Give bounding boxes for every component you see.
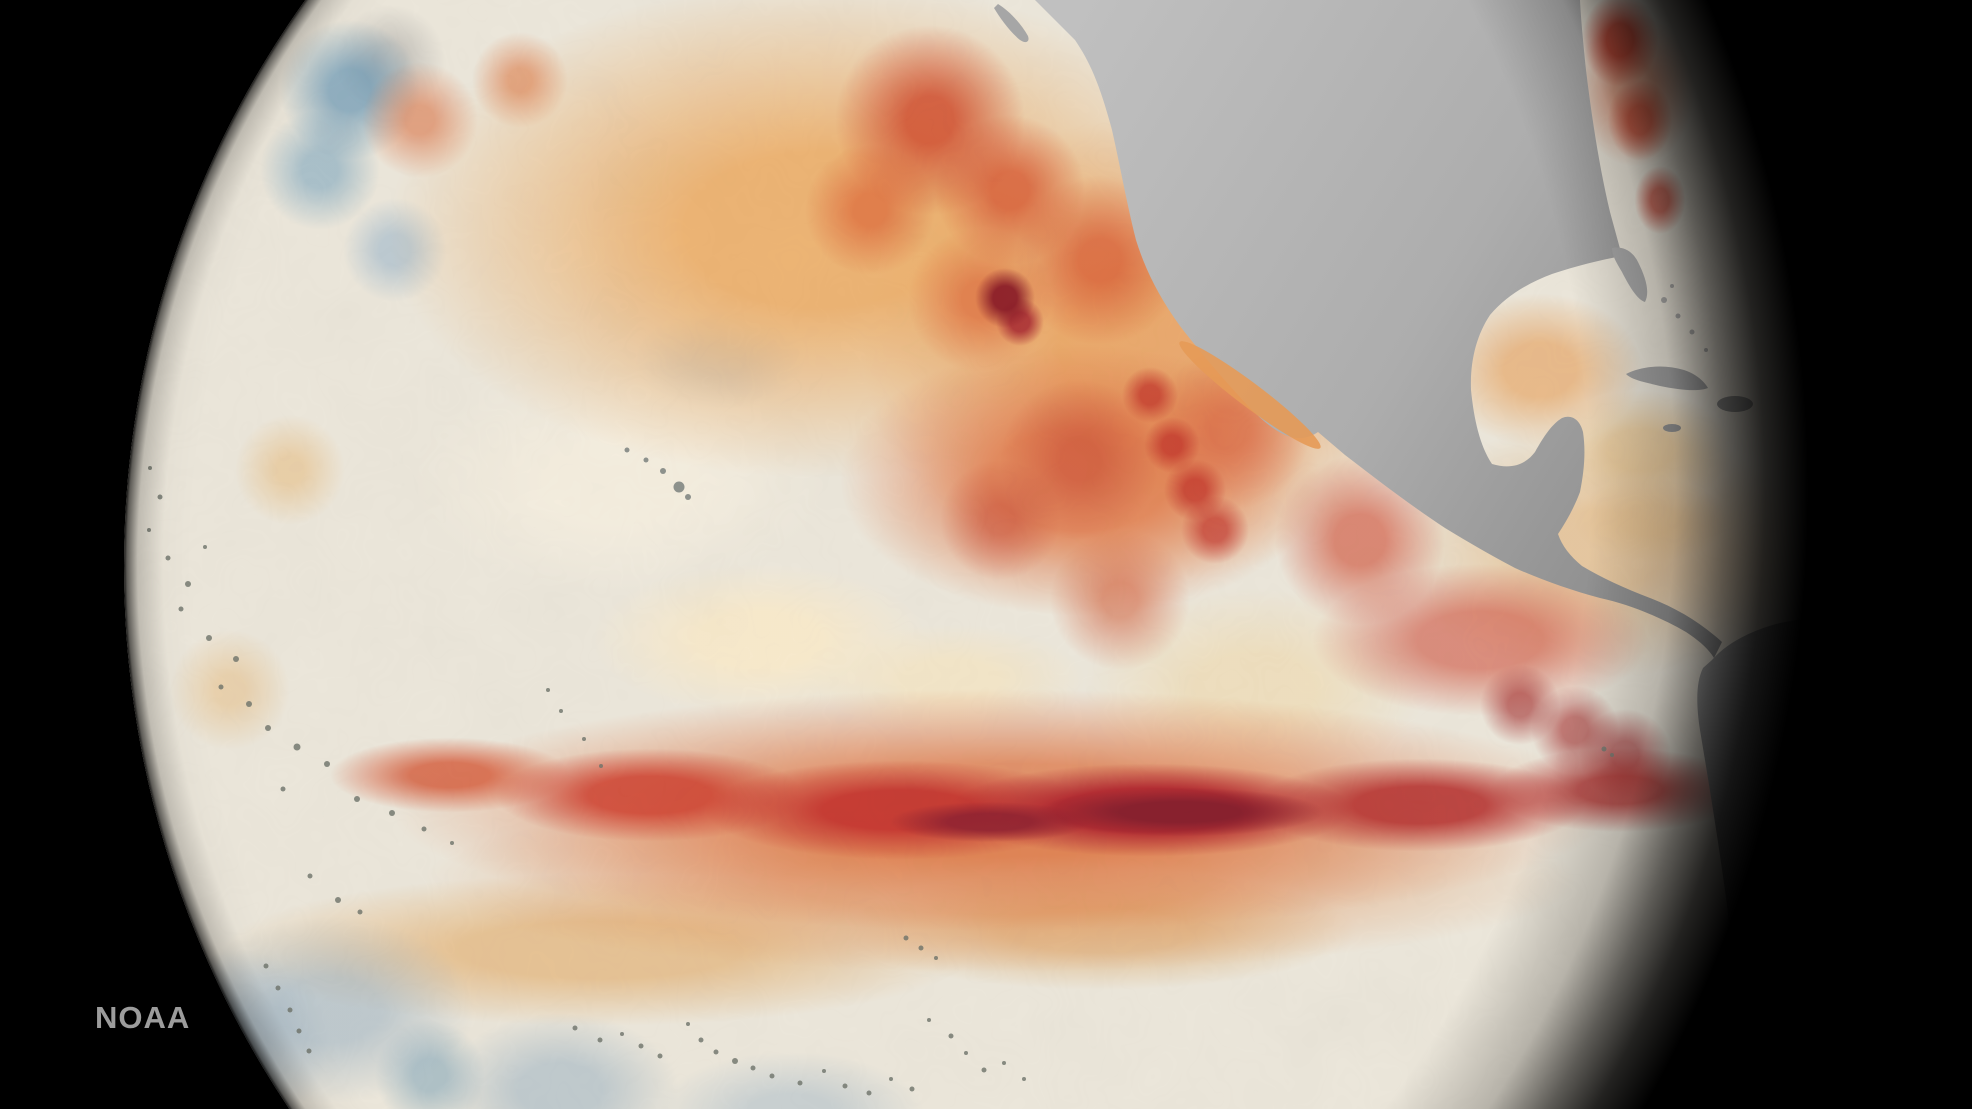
florida-peninsula <box>1612 247 1648 302</box>
islands-hawaii <box>624 447 691 500</box>
island-cuba <box>1626 366 1708 391</box>
island-jamaica <box>1663 424 1681 432</box>
islands-melanesia <box>147 466 603 1054</box>
islands-bahamas <box>1661 284 1708 352</box>
islands-galapagos <box>1601 746 1614 757</box>
landmass-south-america <box>1697 606 1972 1109</box>
island-vancouver <box>994 4 1029 43</box>
islands-french-polynesia <box>572 935 1026 1096</box>
noaa-watermark: NOAA <box>95 1000 191 1035</box>
landmass-north-america <box>1035 0 1722 658</box>
island-hispaniola <box>1717 396 1753 412</box>
